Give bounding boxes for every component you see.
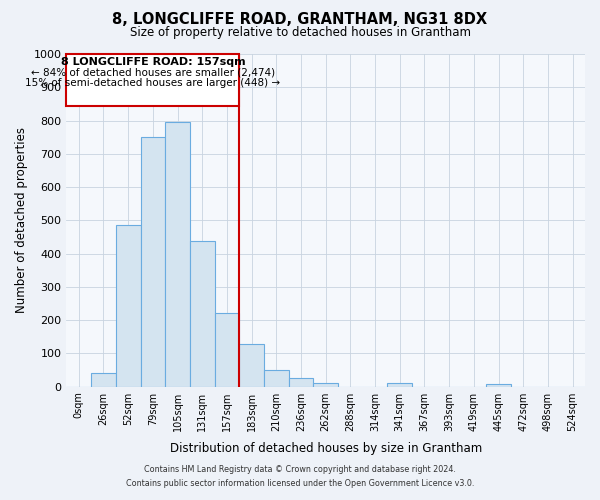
X-axis label: Distribution of detached houses by size in Grantham: Distribution of detached houses by size … [170,442,482,455]
Bar [190,241,215,386]
Bar [165,122,190,386]
Text: 8, LONGCLIFFE ROAD, GRANTHAM, NG31 8DX: 8, LONGCLIFFE ROAD, GRANTHAM, NG31 8DX [112,12,488,28]
Bar [388,384,412,386]
Text: Size of property relative to detached houses in Grantham: Size of property relative to detached ho… [130,26,470,39]
Bar [264,370,289,386]
Bar [140,137,165,386]
Text: 8 LONGCLIFFE ROAD: 157sqm: 8 LONGCLIFFE ROAD: 157sqm [61,58,245,68]
FancyBboxPatch shape [67,54,239,106]
Text: 15% of semi-detached houses are larger (448) →: 15% of semi-detached houses are larger (… [25,78,280,88]
Bar [215,314,239,386]
Bar [239,344,264,387]
Bar [486,384,511,386]
Bar [116,226,140,386]
Y-axis label: Number of detached properties: Number of detached properties [15,128,28,314]
Bar [313,382,338,386]
Bar [289,378,313,386]
Bar [91,374,116,386]
Text: ← 84% of detached houses are smaller (2,474): ← 84% of detached houses are smaller (2,… [31,68,275,78]
Text: Contains HM Land Registry data © Crown copyright and database right 2024.
Contai: Contains HM Land Registry data © Crown c… [126,466,474,487]
